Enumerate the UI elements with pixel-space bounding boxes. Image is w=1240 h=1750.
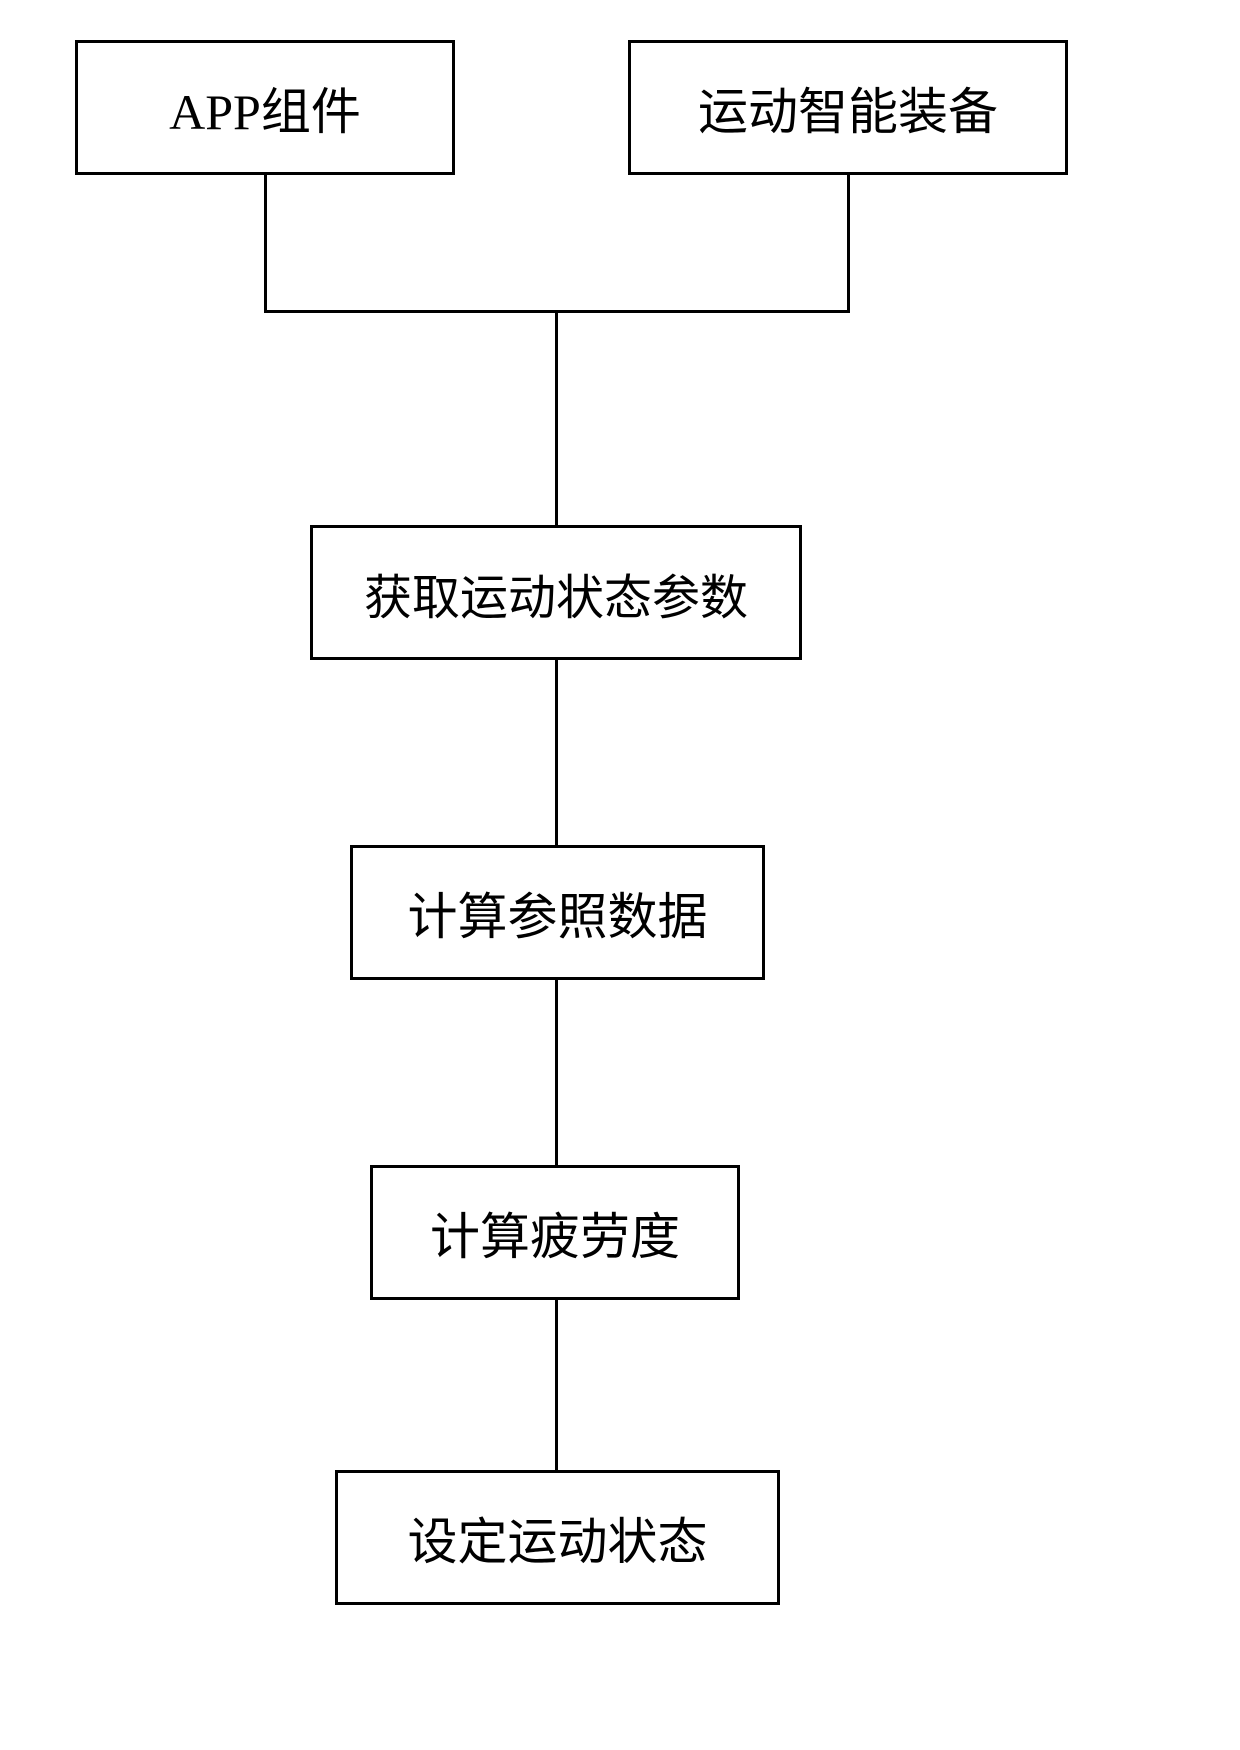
connector <box>555 1300 558 1470</box>
node-label: APP组件 <box>169 72 361 144</box>
node-smart-equipment: 运动智能装备 <box>628 40 1068 175</box>
node-calc-reference: 计算参照数据 <box>350 845 765 980</box>
connector <box>264 175 267 313</box>
connector <box>847 175 850 313</box>
node-app-component: APP组件 <box>75 40 455 175</box>
node-label: 计算疲劳度 <box>430 1197 680 1269</box>
connector <box>555 660 558 845</box>
node-calc-fatigue: 计算疲劳度 <box>370 1165 740 1300</box>
node-label: 计算参照数据 <box>408 877 708 949</box>
node-label: 设定运动状态 <box>408 1502 708 1574</box>
flowchart-container: APP组件 运动智能装备 获取运动状态参数 计算参照数据 计算疲劳度 设定运动状… <box>0 0 1240 1750</box>
connector <box>555 980 558 1165</box>
connector <box>555 310 558 525</box>
node-label: 运动智能装备 <box>698 72 998 144</box>
node-get-params: 获取运动状态参数 <box>310 525 802 660</box>
node-label: 获取运动状态参数 <box>364 558 748 628</box>
node-set-state: 设定运动状态 <box>335 1470 780 1605</box>
